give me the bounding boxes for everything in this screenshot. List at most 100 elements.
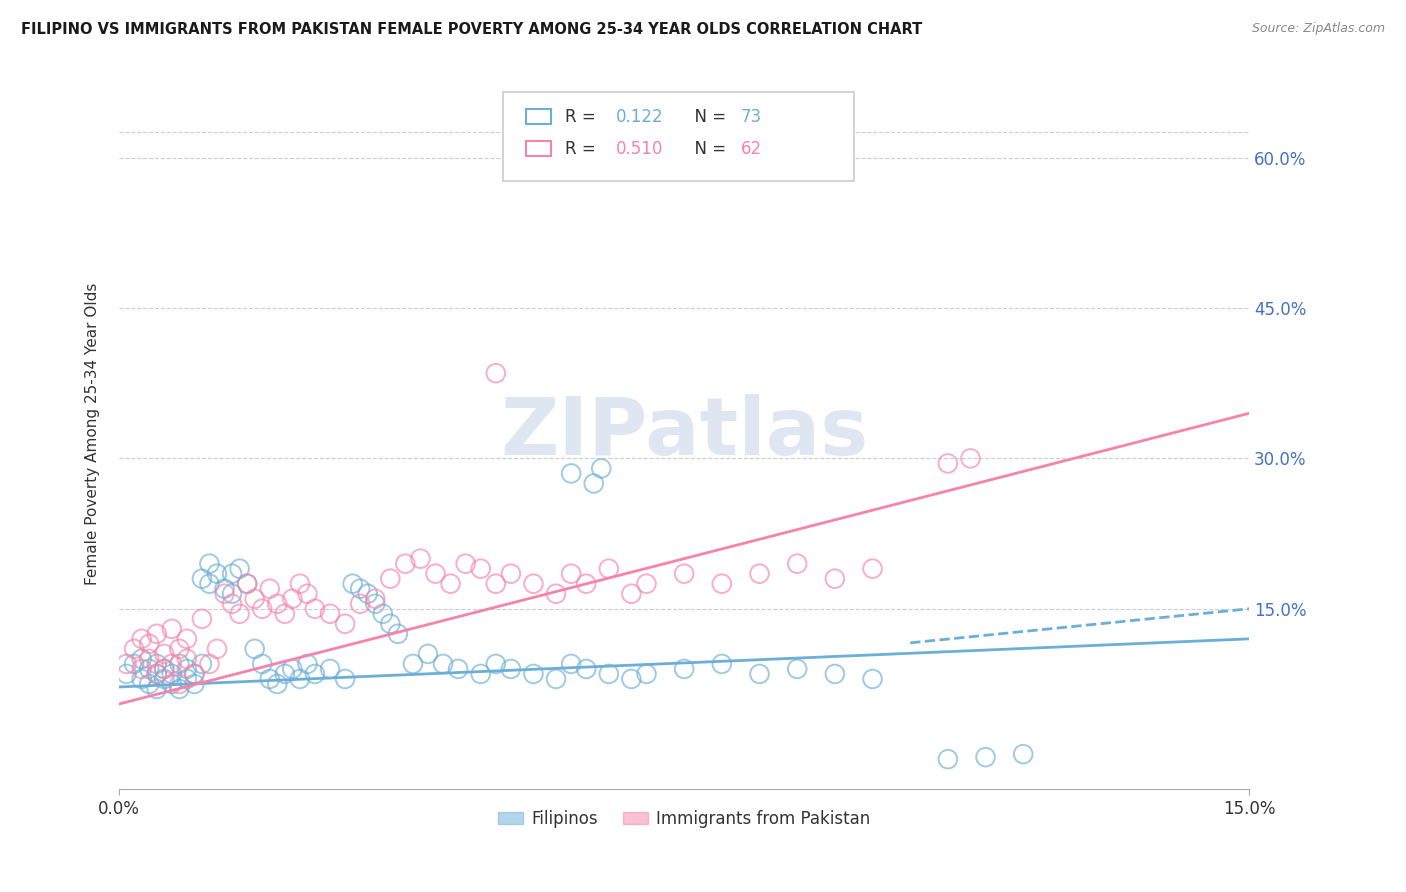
Point: [304, 667, 326, 681]
Point: [591, 461, 613, 475]
Point: [281, 662, 304, 676]
Point: [620, 587, 643, 601]
Y-axis label: Female Poverty Among 25-34 Year Olds: Female Poverty Among 25-34 Year Olds: [86, 282, 100, 584]
Point: [191, 612, 214, 626]
Point: [297, 587, 319, 601]
Point: [575, 576, 598, 591]
Point: [288, 576, 311, 591]
Text: R =: R =: [565, 108, 602, 126]
Text: FILIPINO VS IMMIGRANTS FROM PAKISTAN FEMALE POVERTY AMONG 25-34 YEAR OLDS CORREL: FILIPINO VS IMMIGRANTS FROM PAKISTAN FEM…: [21, 22, 922, 37]
Point: [620, 672, 643, 686]
Point: [304, 601, 326, 615]
Point: [145, 667, 167, 681]
Point: [169, 657, 191, 671]
Point: [198, 557, 221, 571]
Point: [560, 657, 582, 671]
Point: [221, 587, 243, 601]
Point: [281, 591, 304, 606]
Point: [454, 557, 477, 571]
Point: [160, 657, 183, 671]
Point: [364, 591, 387, 606]
Point: [333, 616, 356, 631]
Point: [205, 566, 228, 581]
Point: [380, 616, 402, 631]
Point: [198, 657, 221, 671]
Point: [522, 576, 544, 591]
Point: [266, 597, 288, 611]
Point: [319, 607, 342, 621]
Point: [153, 662, 176, 676]
Text: N =: N =: [685, 140, 731, 158]
Point: [259, 672, 281, 686]
Point: [153, 647, 176, 661]
Point: [824, 572, 846, 586]
Point: [544, 672, 567, 686]
Point: [183, 667, 205, 681]
Point: [499, 566, 522, 581]
Point: [364, 597, 387, 611]
Point: [974, 750, 997, 764]
Point: [266, 677, 288, 691]
Point: [131, 662, 153, 676]
Point: [221, 566, 243, 581]
Point: [250, 657, 273, 671]
Point: [160, 622, 183, 636]
Point: [333, 672, 356, 686]
Point: [349, 597, 371, 611]
Point: [380, 572, 402, 586]
Point: [131, 632, 153, 646]
Point: [145, 657, 167, 671]
Point: [145, 681, 167, 696]
Point: [673, 662, 696, 676]
Point: [371, 607, 394, 621]
Text: 73: 73: [741, 108, 762, 126]
Point: [862, 562, 884, 576]
Point: [439, 576, 461, 591]
Point: [160, 677, 183, 691]
Point: [786, 557, 808, 571]
Point: [582, 476, 605, 491]
Point: [598, 562, 620, 576]
Text: Source: ZipAtlas.com: Source: ZipAtlas.com: [1251, 22, 1385, 36]
Point: [183, 677, 205, 691]
Point: [115, 657, 138, 671]
Point: [169, 681, 191, 696]
Point: [250, 601, 273, 615]
Text: N =: N =: [685, 108, 731, 126]
Point: [297, 657, 319, 671]
FancyBboxPatch shape: [503, 92, 853, 181]
Point: [544, 587, 567, 601]
Point: [598, 667, 620, 681]
Legend: Filipinos, Immigrants from Pakistan: Filipinos, Immigrants from Pakistan: [491, 803, 877, 834]
Text: 0.122: 0.122: [616, 108, 664, 126]
Point: [145, 627, 167, 641]
Point: [319, 662, 342, 676]
Point: [138, 652, 160, 666]
Point: [160, 667, 183, 681]
Point: [214, 582, 236, 596]
Point: [936, 457, 959, 471]
Point: [786, 662, 808, 676]
Point: [959, 451, 981, 466]
Point: [169, 641, 191, 656]
Point: [447, 662, 470, 676]
Point: [176, 672, 198, 686]
Point: [169, 677, 191, 691]
Point: [176, 652, 198, 666]
Point: [636, 576, 658, 591]
Point: [485, 366, 508, 380]
Point: [122, 657, 145, 671]
Point: [394, 557, 416, 571]
Point: [221, 597, 243, 611]
Point: [1012, 747, 1035, 761]
Point: [205, 641, 228, 656]
Point: [936, 752, 959, 766]
Point: [138, 662, 160, 676]
Point: [425, 566, 447, 581]
Text: 62: 62: [741, 140, 762, 158]
Point: [176, 632, 198, 646]
Point: [575, 662, 598, 676]
Point: [122, 641, 145, 656]
Text: ZIPatlas: ZIPatlas: [501, 394, 869, 473]
Point: [862, 672, 884, 686]
